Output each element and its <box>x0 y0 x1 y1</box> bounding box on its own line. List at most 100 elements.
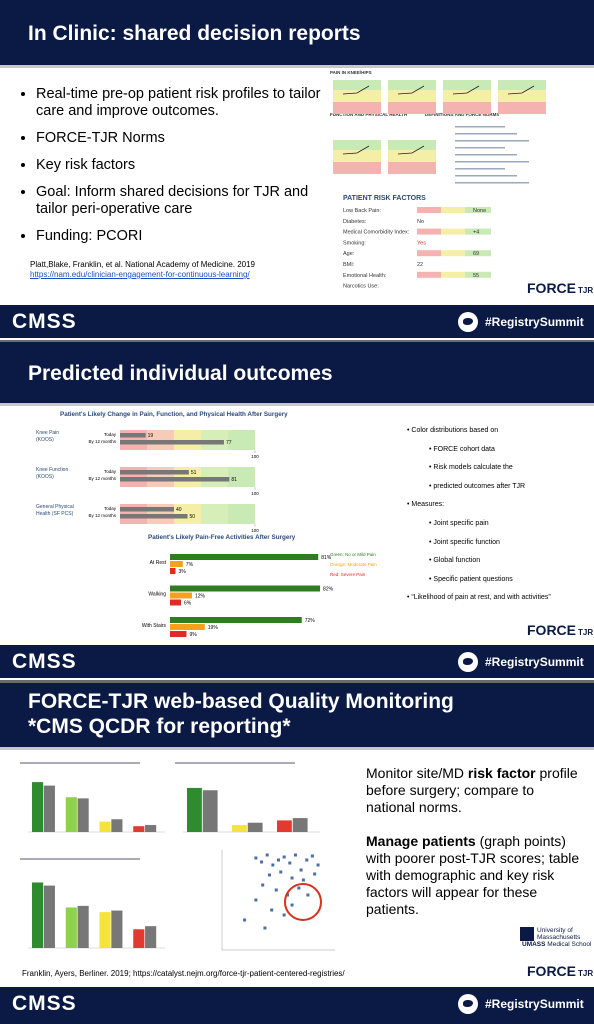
bar <box>99 912 111 948</box>
note: • Measures: <box>407 501 445 509</box>
band <box>228 467 255 487</box>
logo-name: FORCE <box>527 963 576 979</box>
logo: FORCE TJR <box>527 622 593 638</box>
band <box>498 80 546 90</box>
bullet: Funding: PCORI <box>36 228 326 245</box>
bar-value: 82% <box>323 587 334 593</box>
bar <box>133 826 145 832</box>
risk-value: No <box>417 219 424 225</box>
risk-label: Medical Comorbidity Index: <box>343 230 410 236</box>
point <box>305 858 309 862</box>
risk-label: Emotional Health: <box>343 273 387 279</box>
scale <box>417 228 441 235</box>
bar-value: 19 <box>148 433 154 439</box>
risk-title: PATIENT RISK FACTORS <box>343 195 426 202</box>
bar <box>277 820 292 832</box>
trend <box>342 145 370 155</box>
series-label: By 12 months <box>88 513 116 518</box>
bullet: Goal: Inform shared decisions for TJR an… <box>36 184 326 218</box>
bar <box>170 561 183 567</box>
charts: Patient's Likely Change in Pain, Functio… <box>36 411 377 638</box>
bar <box>170 554 319 560</box>
title-line: *CMS QCDR for reporting* <box>28 715 291 738</box>
logo-sub: TJR <box>578 628 594 637</box>
band <box>228 504 255 524</box>
bullet: FORCE-TJR Norms <box>36 130 326 147</box>
point <box>286 893 290 897</box>
trend <box>452 85 480 95</box>
risk-value: 55 <box>473 273 479 279</box>
band <box>333 150 381 162</box>
scale <box>441 250 465 257</box>
charts <box>20 762 335 951</box>
bar <box>120 433 146 438</box>
scale <box>417 271 441 278</box>
text-line <box>455 175 517 177</box>
point <box>263 926 267 930</box>
band <box>498 102 546 114</box>
logo-name: FORCE <box>527 280 576 296</box>
link[interactable]: https://nam.edu/clinician-engagement-for… <box>30 270 250 279</box>
mini-chart <box>443 80 491 114</box>
band <box>388 140 436 150</box>
trend <box>507 85 535 95</box>
risk-label: Smoking: <box>343 240 366 246</box>
bullet-list: Real-time pre-op patient risk profiles t… <box>22 86 326 255</box>
bar <box>170 617 302 623</box>
risk-value: 69 <box>473 251 479 257</box>
twitter-icon <box>458 994 478 1014</box>
umass-logo: University of Massachusetts UMASS Medica… <box>520 927 592 948</box>
bar-value: 81 <box>231 477 237 483</box>
scale <box>417 207 441 213</box>
point <box>271 863 275 867</box>
bar-value: 19% <box>208 625 219 631</box>
text-line <box>455 182 529 184</box>
point <box>265 853 269 857</box>
bar <box>120 477 230 482</box>
bar-value: 3% <box>178 569 186 575</box>
scale <box>441 207 465 213</box>
risk-label: Low Back Pain: <box>343 208 381 214</box>
band <box>333 102 381 114</box>
bar <box>170 624 205 630</box>
chart-title: Patient's Likely Change in Pain, Functio… <box>60 411 288 418</box>
bar-value: 40 <box>176 507 182 513</box>
text-line <box>455 133 517 135</box>
text-run: (graph points) with poorer post-TJR scor… <box>366 833 580 917</box>
row-label: Walking <box>148 592 166 598</box>
footer: CMSS #RegistrySummit <box>0 645 594 678</box>
risk-label: Diabetes: <box>343 219 367 225</box>
org: CMSS <box>12 992 77 1015</box>
bar-value: 51 <box>191 470 197 476</box>
slide: Predicted individual outcomes Patient's … <box>0 342 594 680</box>
note: • “Likelihood of pain at rest, and with … <box>407 594 551 602</box>
sub-note: • predicted outcomes after TJR <box>429 482 526 490</box>
slide-title: In Clinic: shared decision reports <box>0 0 594 68</box>
bar <box>32 782 44 832</box>
logo: FORCE TJR <box>527 963 593 979</box>
logo-sub: TJR <box>578 969 594 978</box>
bar <box>65 907 77 948</box>
text-line <box>455 140 529 142</box>
bar <box>232 825 247 832</box>
org: CMSS <box>12 310 77 333</box>
row-label: Health (SF PCS) <box>36 511 74 517</box>
row-label: (KOOS) <box>36 474 54 480</box>
bar-value: 77 <box>226 440 232 446</box>
series-label: Today <box>104 432 117 437</box>
risk-label: BMI: <box>343 262 355 268</box>
band <box>333 140 381 150</box>
org: CMSS <box>12 650 77 673</box>
footer: CMSS #RegistrySummit <box>0 305 594 338</box>
band <box>388 102 436 114</box>
point <box>313 872 317 876</box>
hashtag: #RegistrySummit <box>485 997 584 1011</box>
text-line <box>20 858 140 860</box>
trend <box>342 85 370 95</box>
twitter-icon <box>458 312 478 332</box>
bar <box>43 785 55 832</box>
band <box>388 80 436 90</box>
band <box>388 162 436 174</box>
mini-chart <box>498 80 546 114</box>
